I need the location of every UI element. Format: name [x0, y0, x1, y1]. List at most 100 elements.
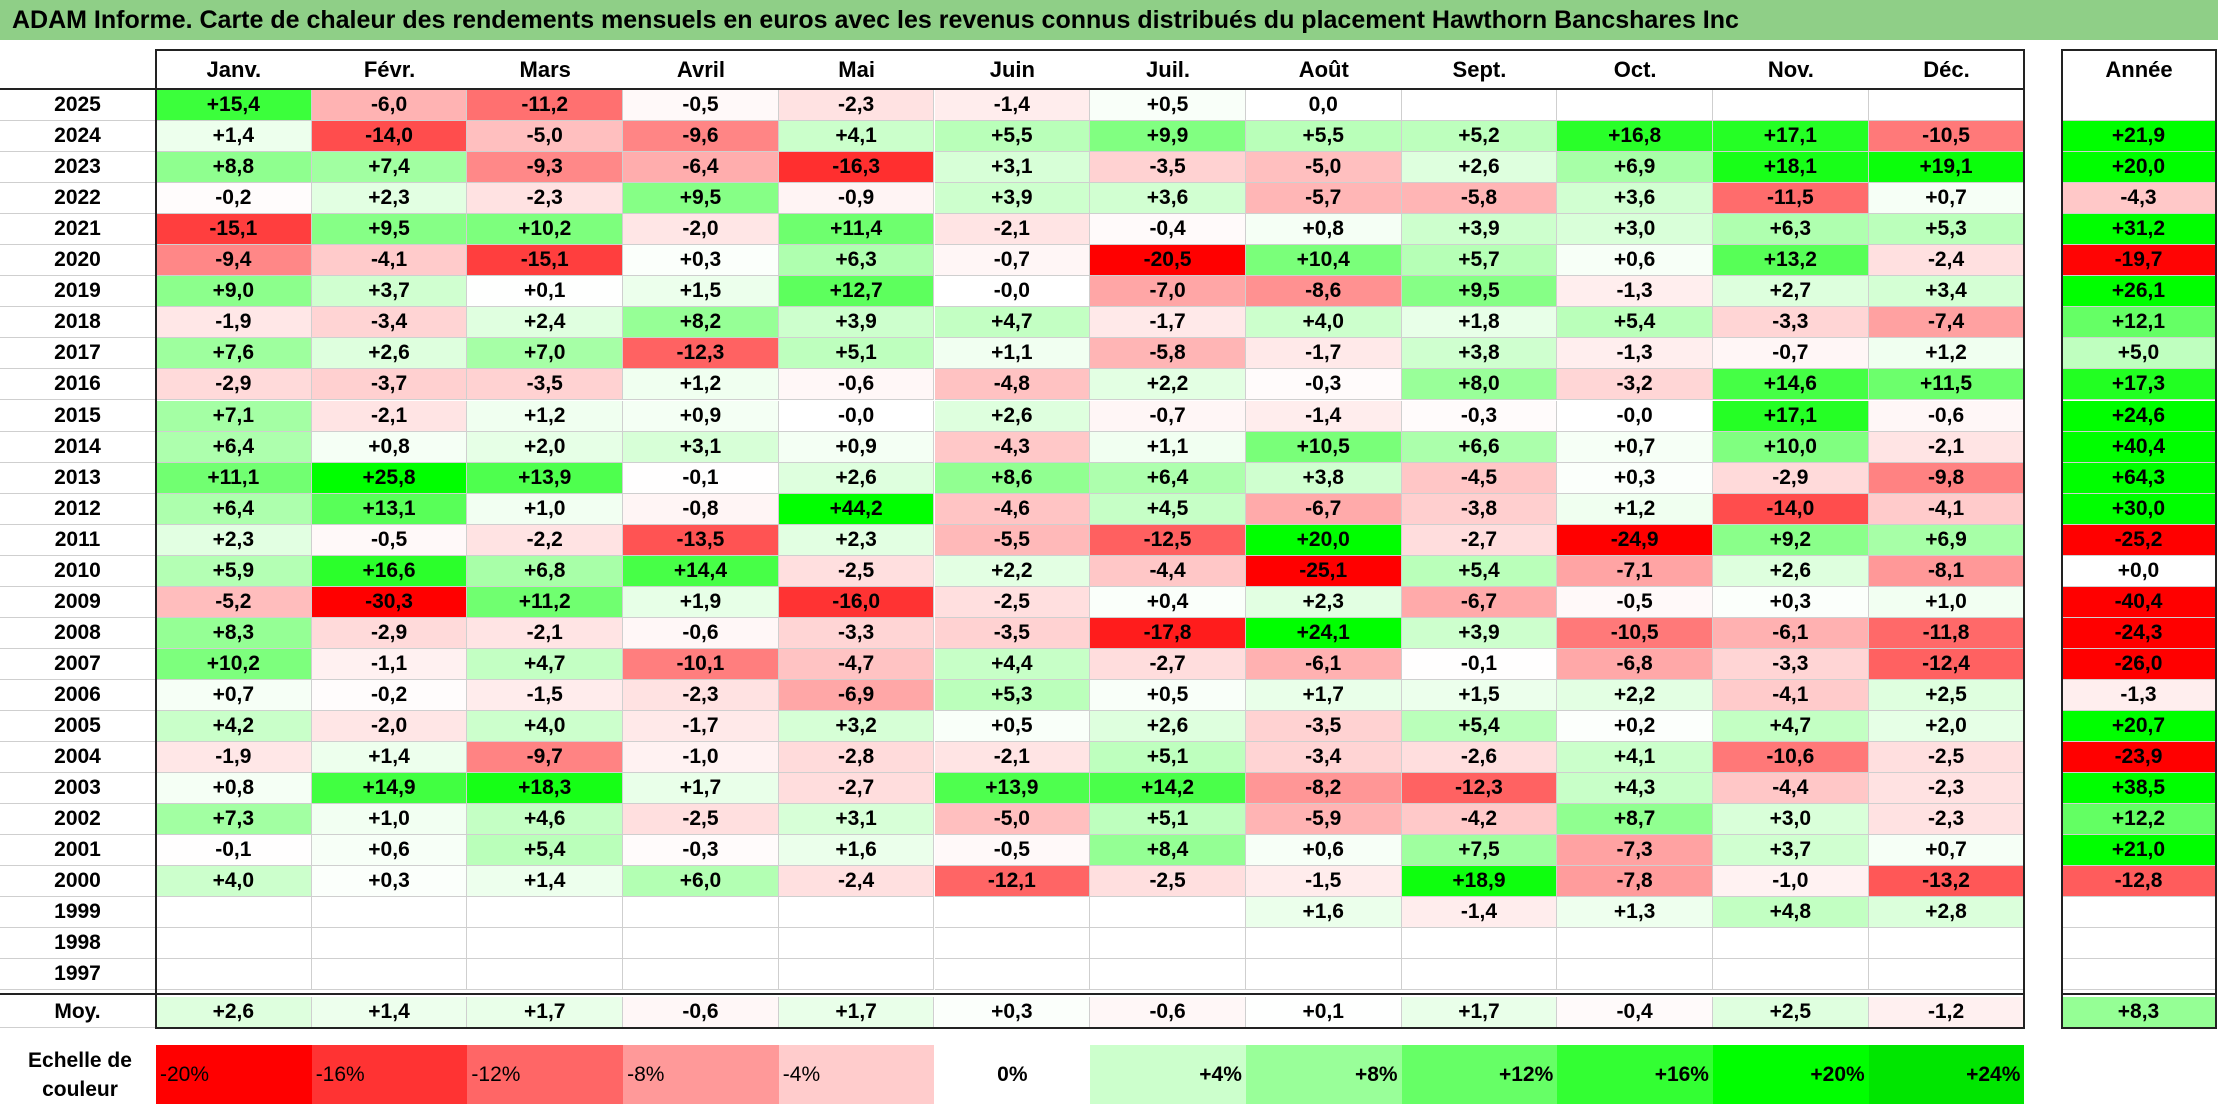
heatmap-cell: +0,3	[1713, 586, 1869, 618]
row-year-label: 2019	[0, 276, 155, 308]
heatmap-cell: +12,7	[778, 276, 935, 308]
heatmap-cell: +3,1	[778, 804, 935, 836]
annual-cell: -1,3	[2062, 679, 2216, 711]
heatmap-cell: +1,4	[311, 742, 468, 774]
heatmap-cell: -12,1	[934, 866, 1091, 898]
heatmap-cell: -2,3	[467, 183, 624, 215]
heatmap-cell: +0,9	[778, 431, 935, 463]
column-header: Sept.	[1452, 57, 1507, 82]
heatmap-cell: -2,3	[778, 90, 935, 122]
heatmap-cell: +4,2	[156, 711, 312, 743]
heatmap-cell: +5,4	[1557, 307, 1713, 339]
heatmap-cell: +10,2	[156, 648, 312, 680]
heatmap-cell: -1,5	[1245, 866, 1402, 898]
heatmap-cell: +3,7	[311, 276, 468, 308]
heatmap-cell: -4,5	[1401, 462, 1558, 494]
column-header: Mars	[519, 57, 571, 82]
heatmap-cell: +0,4	[1090, 586, 1246, 618]
heatmap-cell: -5,5	[934, 524, 1091, 556]
heatmap-cell: -5,7	[1245, 183, 1402, 215]
heatmap-cell	[1245, 928, 1402, 960]
heatmap-cell: -0,6	[623, 617, 779, 649]
heatmap-cell: +9,0	[156, 276, 312, 308]
row-year-label: 2022	[0, 183, 155, 215]
heatmap-cell: +18,9	[1401, 866, 1558, 898]
heatmap-cell: -5,0	[934, 804, 1091, 836]
heatmap-cell: +1,4	[156, 121, 312, 153]
heatmap-cell: +14,9	[311, 773, 468, 805]
heatmap-cell: +10,2	[467, 214, 624, 246]
heatmap-cell: +0,7	[1557, 431, 1713, 463]
heatmap-cell: +1,7	[623, 773, 779, 805]
annual-cell: +26,1	[2062, 276, 2216, 308]
heatmap-cell: +1,4	[467, 866, 624, 898]
heatmap-cell	[1401, 90, 1558, 122]
average-cell: +1,7	[778, 997, 935, 1028]
heatmap-cell: -6,7	[1401, 586, 1558, 618]
heatmap-cell: +9,5	[1401, 276, 1558, 308]
heatmap-cell: +13,2	[1713, 245, 1869, 277]
heatmap-cell: -20,5	[1090, 245, 1246, 277]
row-year-label: 1997	[0, 959, 155, 991]
heatmap-cell: -13,5	[623, 524, 779, 556]
average-cell: +2,5	[1713, 997, 1869, 1028]
heatmap-cell: -12,4	[1868, 648, 2025, 680]
heatmap-cell: -13,2	[1868, 866, 2025, 898]
heatmap-cell: +7,1	[156, 400, 312, 432]
color-scale-swatch: 0%	[934, 1045, 1091, 1104]
heatmap-cell: -4,1	[1713, 679, 1869, 711]
heatmap-cell: +1,9	[623, 586, 779, 618]
row-year-label: 2012	[0, 493, 155, 525]
heatmap-cell: -2,9	[1713, 462, 1869, 494]
heatmap-cell: +7,5	[1401, 835, 1558, 867]
heatmap-cell: +8,0	[1401, 369, 1558, 401]
color-scale-swatch: +16%	[1557, 1045, 1713, 1104]
average-cell: -0,6	[623, 997, 779, 1028]
heatmap-cell: +1,2	[467, 400, 624, 432]
heatmap-cell: +15,4	[156, 90, 312, 122]
heatmap-cell: -3,8	[1401, 493, 1558, 525]
heatmap-cell: -24,9	[1557, 524, 1713, 556]
heatmap-cell: -4,2	[1401, 804, 1558, 836]
heatmap-cell: -5,8	[1401, 183, 1558, 215]
heatmap-cell: +1,3	[1557, 897, 1713, 929]
heatmap-cell: +8,2	[623, 307, 779, 339]
color-scale-swatch: +8%	[1245, 1045, 1402, 1104]
heatmap-cell	[1868, 928, 2025, 960]
row-year-label: 2007	[0, 648, 155, 680]
heatmap-cell: -3,7	[311, 369, 468, 401]
heatmap-cell: +1,5	[623, 276, 779, 308]
heatmap-cell	[1090, 897, 1246, 929]
row-year-label: 2002	[0, 804, 155, 836]
heatmap-cell: +9,2	[1713, 524, 1869, 556]
heatmap-cell: -0,7	[1090, 400, 1246, 432]
annual-cell: +5,0	[2062, 338, 2216, 370]
annual-cell: +20,0	[2062, 152, 2216, 184]
heatmap-cell	[1090, 928, 1246, 960]
row-year-label: 2001	[0, 835, 155, 867]
heatmap-cell: +10,0	[1713, 431, 1869, 463]
heatmap-cell	[1868, 90, 2025, 122]
heatmap-cell	[934, 897, 1091, 929]
heatmap-cell: +1,1	[934, 338, 1091, 370]
heatmap-cell: -0,8	[623, 493, 779, 525]
heatmap-cell: +17,1	[1713, 400, 1869, 432]
heatmap-cell: +11,4	[778, 214, 935, 246]
heatmap-cell: +4,7	[467, 648, 624, 680]
heatmap-cell: +0,3	[1557, 462, 1713, 494]
heatmap-cell: -9,4	[156, 245, 312, 277]
heatmap-cell: -2,6	[1401, 742, 1558, 774]
heatmap-cell: +2,6	[1090, 711, 1246, 743]
heatmap-cell: +0,1	[467, 276, 624, 308]
heatmap-cell: +4,4	[934, 648, 1091, 680]
heatmap-cell	[1868, 959, 2025, 991]
color-scale-swatch: -4%	[778, 1045, 935, 1104]
heatmap-cell: +7,3	[156, 804, 312, 836]
heatmap-cell: -3,3	[1713, 648, 1869, 680]
heatmap-cell: -1,3	[1557, 276, 1713, 308]
year-column-header: Année	[2105, 57, 2173, 82]
heatmap-cell: +1,2	[1868, 338, 2025, 370]
annual-cell: +0,0	[2062, 555, 2216, 587]
column-header: Août	[1298, 57, 1349, 82]
row-year-label: 2018	[0, 307, 155, 339]
